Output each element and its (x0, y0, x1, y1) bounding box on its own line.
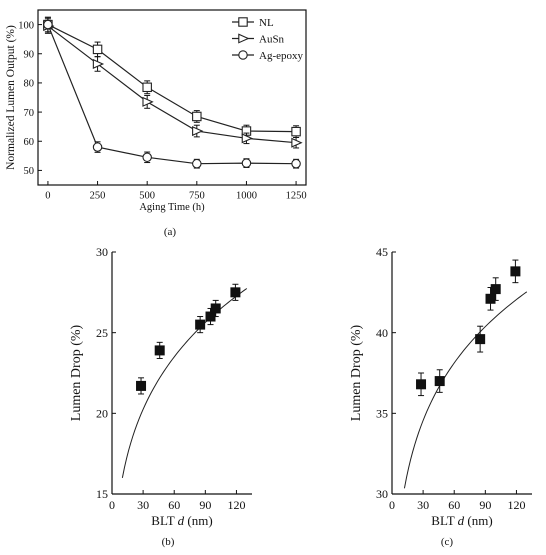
data-point (92, 44, 103, 55)
y-tick-label: 20 (96, 407, 108, 421)
series-line-ag-epoxy (47, 24, 297, 165)
x-tick-label: 90 (199, 498, 211, 512)
legend-marker (238, 33, 250, 44)
y-tick-label: 30 (96, 245, 108, 259)
data-point (142, 152, 152, 163)
data-point (291, 137, 303, 148)
data-point (192, 111, 202, 122)
y-tick-label: 45 (376, 245, 388, 259)
x-axis-label-variable: d (178, 513, 185, 528)
x-axis-label-prefix: BLT (431, 513, 457, 528)
x-tick-label: 60 (168, 498, 180, 512)
data-point (485, 293, 496, 304)
data-point (490, 284, 501, 295)
data-point (192, 158, 202, 169)
data-point (210, 303, 221, 314)
x-tick-label: 60 (448, 498, 460, 512)
x-axis-label-unit: (nm) (464, 513, 493, 528)
x-tick-label: 0 (45, 191, 50, 202)
data-point (92, 142, 103, 152)
data-point (291, 126, 301, 137)
x-axis-label-variable: d (458, 513, 465, 528)
x-tick-label: 250 (90, 191, 106, 202)
y-axis-label: Lumen Drop (%) (349, 324, 364, 421)
data-point (241, 158, 252, 168)
data-point (510, 266, 521, 277)
series-line-nl (47, 24, 297, 133)
data-point (230, 287, 241, 298)
data-point (142, 96, 154, 107)
x-tick-label: 120 (227, 498, 245, 512)
x-tick-label: 30 (417, 498, 429, 512)
y-tick-label: 80 (24, 79, 35, 90)
y-axis-label: Normalized Lumen Output (%) (5, 25, 17, 170)
data-point (142, 82, 152, 93)
legend-label: NL (259, 17, 274, 29)
x-tick-label: 90 (479, 498, 491, 512)
y-tick-label: 60 (24, 137, 35, 148)
panel-caption: (c) (441, 536, 454, 548)
x-axis-label: BLT d (nm) (431, 513, 492, 528)
data-point (291, 158, 301, 169)
data-point (136, 380, 147, 391)
legend-label: AuSn (259, 34, 285, 46)
x-axis-label-prefix: BLT (151, 513, 177, 528)
fit-curve (121, 288, 248, 479)
legend-marker (238, 50, 248, 60)
data-point (241, 133, 253, 144)
fit-curve (403, 291, 528, 489)
x-axis-label: Aging Time (h) (139, 202, 205, 213)
y-tick-label: 70 (24, 108, 35, 119)
data-point (195, 319, 206, 330)
data-point (192, 125, 204, 137)
x-tick-label: 120 (507, 498, 525, 512)
x-axis-label: BLT d (nm) (151, 513, 212, 528)
y-tick-label: 90 (24, 49, 35, 60)
data-point (43, 19, 53, 30)
x-tick-label: 750 (189, 191, 205, 202)
x-tick-label: 500 (139, 191, 155, 202)
panel-caption: (a) (164, 226, 177, 238)
legend-marker (238, 17, 248, 27)
y-axis-label: Lumen Drop (%) (69, 324, 84, 421)
panel-caption: (b) (162, 536, 175, 548)
x-tick-label: 1250 (286, 191, 307, 202)
x-tick-label: 1000 (236, 191, 257, 202)
x-tick-label: 0 (389, 498, 395, 512)
y-tick-label: 25 (96, 326, 108, 340)
data-point (92, 58, 105, 70)
y-tick-label: 50 (24, 166, 35, 177)
plot-frame (37, 9, 307, 186)
y-tick-label: 100 (18, 20, 34, 31)
data-point (154, 345, 165, 356)
x-axis-label-unit: (nm) (184, 513, 213, 528)
x-tick-label: 0 (109, 498, 115, 512)
data-point (416, 379, 427, 390)
data-point (475, 334, 486, 345)
y-tick-label: 35 (376, 407, 388, 421)
y-tick-label: 40 (376, 326, 388, 340)
series-line-ausn (47, 25, 297, 144)
x-tick-label: 30 (137, 498, 149, 512)
y-tick-label: 15 (96, 487, 108, 501)
legend-label: Ag-epoxy (259, 50, 303, 62)
y-tick-label: 30 (376, 487, 388, 501)
data-point (434, 376, 445, 387)
